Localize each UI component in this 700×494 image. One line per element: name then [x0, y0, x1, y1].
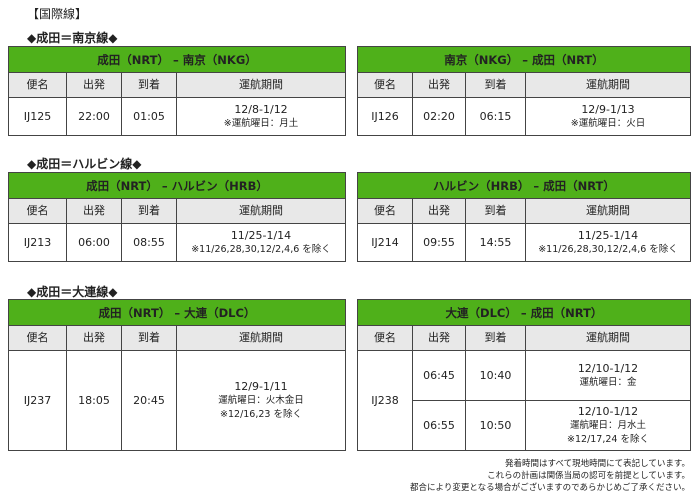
footnote: 都合により変更となる場合がございますのであらかじめご了承ください。: [410, 483, 690, 493]
timetable: 成田（NRT） – 大連（DLC） 便名 出発 到着 運航期間 IJ237 18:05 20:…: [8, 299, 346, 451]
timetable-header: 成田（NRT） – 南京（NKG）: [8, 46, 346, 73]
column-header: 便名: [8, 325, 67, 351]
period-line: ※11/26,28,30,12/2,4,6 を除く: [191, 243, 331, 255]
column-header: 出発: [66, 198, 122, 224]
departure-time: 22:00: [66, 97, 122, 136]
timetable-header: 成田（NRT） – 大連（DLC）: [8, 299, 346, 326]
column-header: 出発: [412, 325, 466, 351]
arrival-time: 10:40: [465, 350, 526, 401]
column-header: 運航期間: [176, 325, 346, 351]
period-line: ※運航曜日：月土: [223, 117, 299, 129]
timetable-header: 大連（DLC） – 成田（NRT）: [357, 299, 691, 326]
timetable: 南京（NKG） – 成田（NRT） 便名 出発 到着 運航期間 IJ126 02:20 06:…: [357, 46, 691, 136]
arrival-time: 10:50: [465, 400, 526, 451]
operating-period: 12/9-1/11 運航曜日：火木金日 ※12/16,23 を除く: [176, 350, 346, 451]
column-header: 到着: [121, 198, 177, 224]
timetable-header: 成田（NRT） – ハルビン（HRB）: [8, 172, 346, 199]
operating-period: 12/8-1/12 ※運航曜日：月土: [176, 97, 346, 136]
footnote: 発着時間はすべて現地時間にて表記しています。: [505, 459, 690, 469]
column-header: 運航期間: [176, 72, 346, 98]
timetable: 成田（NRT） – 南京（NKG） 便名 出発 到着 運航期間 IJ125 22:00 01:…: [8, 46, 346, 136]
column-header: 便名: [357, 198, 413, 224]
period-line: ※12/17,24 を除く: [567, 433, 649, 445]
table-row: IJ126 02:20 06:15 12/9-1/13 ※運航曜日：火日: [357, 97, 691, 136]
column-header: 出発: [412, 198, 466, 224]
column-header: 運航期間: [525, 72, 691, 98]
route-label: ◆成田＝南京線◆: [27, 31, 118, 45]
table-row: IJ214 09:55 14:55 11/25-1/14 ※11/26,28,30,12…: [357, 223, 691, 262]
timetable: ハルビン（HRB） – 成田（NRT） 便名 出発 到着 運航期間 IJ214 09:55 1…: [357, 172, 691, 262]
arrival-time: 20:45: [121, 350, 177, 451]
period-line: ※運航曜日：火日: [570, 117, 646, 129]
timetable: 成田（NRT） – ハルビン（HRB） 便名 出発 到着 運航期間 IJ213 06:00 0…: [8, 172, 346, 262]
departure-time: 06:45: [412, 350, 466, 401]
period-line: ※11/26,28,30,12/2,4,6 を除く: [538, 243, 678, 255]
column-header: 到着: [465, 72, 526, 98]
route-label: ◆成田＝大連線◆: [27, 285, 118, 299]
column-header: 出発: [66, 325, 122, 351]
arrival-time: 14:55: [465, 223, 526, 262]
column-header: 到着: [121, 72, 177, 98]
period-line: 12/10-1/12: [577, 404, 639, 418]
operating-period: 12/10-1/12 運航曜日：月水土 ※12/17,24 を除く: [525, 400, 691, 451]
column-header: 運航期間: [525, 198, 691, 224]
column-header: 到着: [121, 325, 177, 351]
column-header: 便名: [8, 198, 67, 224]
arrival-time: 06:15: [465, 97, 526, 136]
timetable-header: ハルビン（HRB） – 成田（NRT）: [357, 172, 691, 199]
column-header: 到着: [465, 325, 526, 351]
period-line: 運航曜日：金: [579, 376, 637, 388]
operating-period: 12/10-1/12 運航曜日：金: [525, 350, 691, 401]
arrival-time: 08:55: [121, 223, 177, 262]
departure-time: 09:55: [412, 223, 466, 262]
flight-number: IJ125: [8, 97, 67, 136]
table-row: IJ238 06:45 10:40 12/10-1/12 運航曜日：金: [357, 350, 691, 451]
column-header: 出発: [412, 72, 466, 98]
period-line: 運航曜日：火木金日: [218, 394, 304, 406]
footnote: これらの計画は関係当局の認可を前提としています。: [487, 471, 690, 481]
departure-time: 02:20: [412, 97, 466, 136]
departure-time: 06:00: [66, 223, 122, 262]
column-header: 運航期間: [176, 198, 346, 224]
departure-time: 18:05: [66, 350, 122, 451]
operating-period: 11/25-1/14 ※11/26,28,30,12/2,4,6 を除く: [176, 223, 346, 262]
table-row: 06:55 10:50 12/10-1/12 運航曜日：月水土 ※12/17,24 を除…: [358, 400, 691, 451]
timetable: 大連（DLC） – 成田（NRT） 便名 出発 到着 運航期間 IJ238 06:45 10:…: [357, 299, 691, 451]
period-line: 12/8-1/12: [234, 102, 288, 116]
period-line: 12/10-1/12: [577, 361, 639, 375]
column-header: 便名: [357, 72, 413, 98]
period-line: 12/9-1/13: [581, 102, 635, 116]
operating-period: 11/25-1/14 ※11/26,28,30,12/2,4,6 を除く: [525, 223, 691, 262]
column-header: 到着: [465, 198, 526, 224]
flight-number: IJ213: [8, 223, 67, 262]
table-row: IJ125 22:00 01:05 12/8-1/12 ※運航曜日：月土: [8, 97, 346, 136]
period-line: ※12/16,23 を除く: [220, 408, 302, 420]
operating-period: 12/9-1/13 ※運航曜日：火日: [525, 97, 691, 136]
flight-number: IJ214: [357, 223, 413, 262]
column-header: 便名: [357, 325, 413, 351]
timetable-header: 南京（NKG） – 成田（NRT）: [357, 46, 691, 73]
period-line: 11/25-1/14: [230, 228, 292, 242]
period-line: 運航曜日：月水土: [569, 419, 646, 431]
flight-number: IJ237: [8, 350, 67, 451]
section-title: 【国際線】: [27, 7, 88, 21]
table-row: IJ213 06:00 08:55 11/25-1/14 ※11/26,28,30,12…: [8, 223, 346, 262]
period-line: 11/25-1/14: [577, 228, 639, 242]
flight-number: IJ238: [357, 350, 413, 451]
flight-number: IJ126: [357, 97, 413, 136]
column-header: 出発: [66, 72, 122, 98]
footnotes: 発着時間はすべて現地時間にて表記しています。 これらの計画は関係当局の認可を前提…: [410, 458, 690, 494]
table-row: IJ237 18:05 20:45 12/9-1/11 運航曜日：火木金日 ※12/16,…: [8, 350, 346, 451]
column-header: 便名: [8, 72, 67, 98]
period-line: 12/9-1/11: [234, 379, 288, 393]
route-label: ◆成田＝ハルビン線◆: [27, 157, 142, 171]
departure-time: 06:55: [412, 400, 466, 451]
column-header: 運航期間: [525, 325, 691, 351]
arrival-time: 01:05: [121, 97, 177, 136]
